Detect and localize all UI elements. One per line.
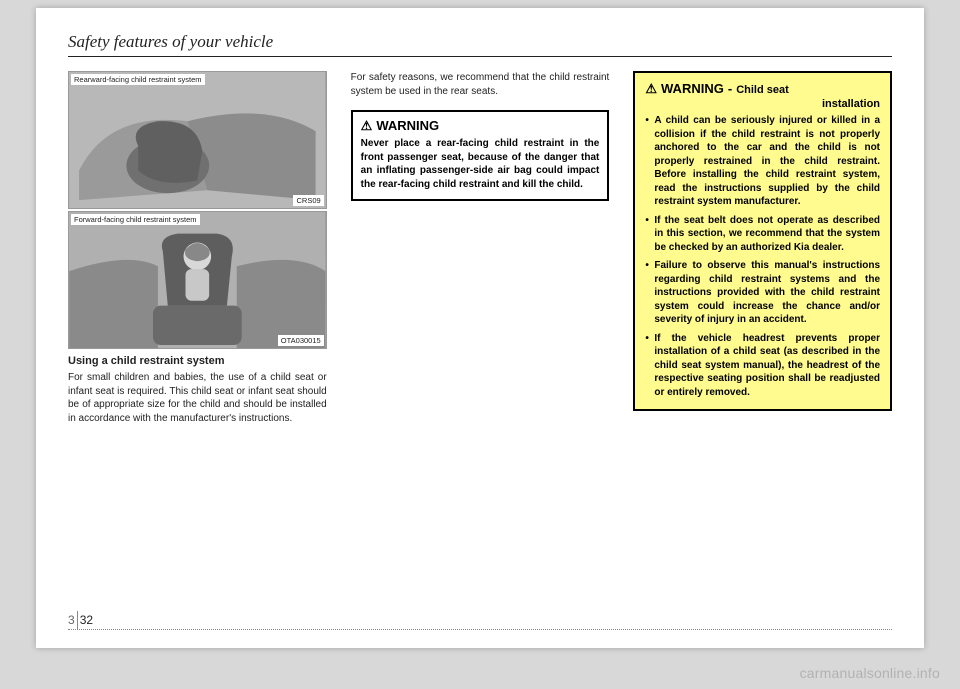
column-3: ⚠ WARNING - Child seat installation A ch… [633, 71, 892, 425]
figure-forward: Forward-facing child restraint system OT… [68, 211, 327, 349]
column-2: For safety reasons, we recommend that th… [351, 71, 610, 425]
warning-list: A child can be seriously injured or kill… [645, 114, 880, 399]
warning-subtitle-line2: installation [645, 98, 880, 110]
figure-rearward: Rearward-facing child restraint system C… [68, 71, 327, 209]
list-item: If the vehicle headrest prevents proper … [645, 332, 880, 400]
page-title: Safety features of your vehicle [68, 32, 892, 57]
figure-label-top: Forward-facing child restraint system [71, 214, 200, 225]
body-paragraph: For small children and babies, the use o… [68, 371, 327, 425]
figure-label-code: CRS09 [293, 195, 323, 206]
warning-sep: - [728, 81, 732, 96]
body-paragraph: For safety reasons, we recommend that th… [351, 71, 610, 98]
warning-box: ⚠ WARNING Never place a rear-facing chil… [351, 110, 610, 201]
figure-label-code: OTA030015 [278, 335, 324, 346]
subheading: Using a child restraint system [68, 355, 327, 367]
list-item: Failure to observe this manual's instruc… [645, 259, 880, 327]
forward-seat-illustration [69, 212, 326, 348]
page: Safety features of your vehicle Rearward… [36, 8, 924, 648]
warning-body: Never place a rear-facing child restrain… [361, 137, 600, 191]
page-number: 3 32 [68, 612, 93, 630]
figure-label-top: Rearward-facing child restraint system [71, 74, 205, 85]
warning-title: ⚠ WARNING - Child seat [645, 81, 880, 96]
warning-box-yellow: ⚠ WARNING - Child seat installation A ch… [633, 71, 892, 411]
list-item: If the seat belt does not operate as des… [645, 214, 880, 255]
section-number: 3 [68, 613, 75, 627]
warning-icon: ⚠ [361, 119, 373, 132]
warning-title-text: WARNING [376, 118, 439, 133]
column-1: Rearward-facing child restraint system C… [68, 71, 327, 425]
warning-icon: ⚠ [645, 82, 657, 95]
page-number-value: 32 [80, 613, 93, 627]
content-columns: Rearward-facing child restraint system C… [68, 71, 892, 425]
warning-subtitle: Child seat [736, 84, 789, 96]
footer: 332 [68, 629, 892, 634]
list-item: A child can be seriously injured or kill… [645, 114, 880, 209]
warning-title-text: WARNING [661, 81, 724, 96]
watermark: carmanualsonline.info [800, 665, 940, 681]
rearward-seat-illustration [69, 72, 326, 208]
warning-title: ⚠ WARNING [361, 118, 600, 133]
